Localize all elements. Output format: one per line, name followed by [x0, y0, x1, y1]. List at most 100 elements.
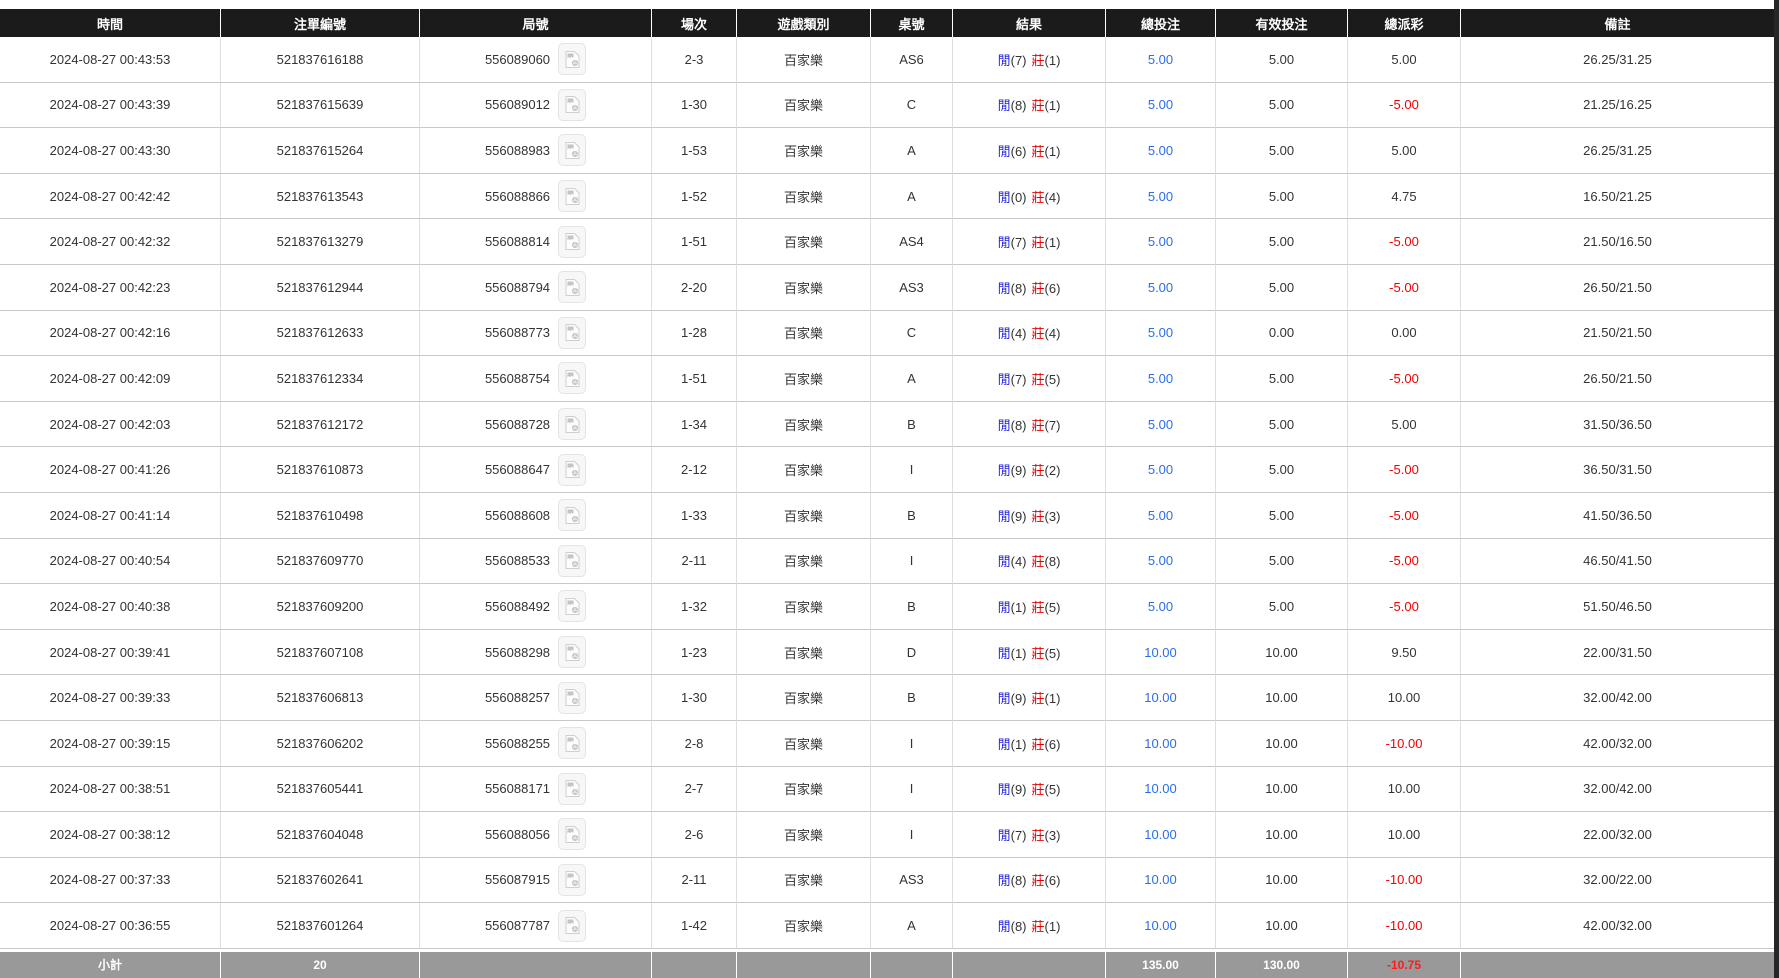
cell-bet-no: 521837606813	[221, 675, 420, 721]
cell-table-no: B	[871, 675, 953, 721]
bet-record-row: 2024-08-27 00:43:39 521837615639 5560890…	[0, 82, 1774, 129]
cell-session: 1-53	[652, 128, 737, 174]
cell-round-no: 556088814	[420, 219, 652, 265]
round-no-text: 556088171	[484, 781, 551, 797]
summary-empty-cell	[737, 948, 871, 978]
cell-session: 1-32	[652, 584, 737, 630]
player-points: (1)	[1010, 599, 1027, 615]
player-points: (8)	[1010, 417, 1027, 433]
round-video-replay-icon[interactable]	[558, 453, 587, 486]
round-video-replay-icon[interactable]	[558, 909, 587, 942]
cell-total-bet[interactable]: 5.00	[1106, 538, 1216, 585]
cell-total-bet[interactable]: 10.00	[1106, 857, 1216, 904]
round-video-replay-icon[interactable]	[558, 180, 587, 213]
player-label: 閒	[997, 280, 1011, 296]
banker-points: (1)	[1044, 691, 1061, 707]
cell-total-bet[interactable]: 5.00	[1106, 128, 1216, 174]
round-video-replay-icon[interactable]	[558, 499, 587, 532]
cell-total-payout: -5.00	[1348, 538, 1461, 585]
cell-total-bet[interactable]: 10.00	[1106, 629, 1216, 676]
cell-game-type: 百家樂	[737, 675, 871, 721]
round-video-replay-icon[interactable]	[558, 88, 587, 121]
round-no-text: 556087915	[484, 872, 551, 888]
cell-round-no: 556088298	[420, 629, 652, 676]
cell-result: 閒(8) 莊(1)	[953, 903, 1106, 949]
cell-total-bet[interactable]: 10.00	[1106, 766, 1216, 813]
banker-points: (1)	[1044, 919, 1061, 935]
col-header-total-bet: 總投注	[1106, 9, 1216, 37]
cell-result: 閒(9) 莊(1)	[953, 675, 1106, 721]
cell-round-no: 556088257	[420, 675, 652, 721]
round-video-replay-icon[interactable]	[558, 818, 587, 851]
cell-total-bet[interactable]: 10.00	[1106, 720, 1216, 767]
round-no-text: 556088794	[484, 279, 551, 295]
cell-total-bet[interactable]: 5.00	[1106, 37, 1216, 83]
cell-round-no: 556088533	[420, 538, 652, 585]
cell-valid-bet: 10.00	[1216, 857, 1348, 904]
cell-session: 2-12	[652, 447, 737, 493]
round-video-replay-icon[interactable]	[558, 590, 587, 623]
col-header-remark: 備註	[1461, 9, 1774, 37]
round-video-replay-icon[interactable]	[558, 408, 587, 441]
cell-game-type: 百家樂	[737, 356, 871, 402]
round-video-replay-icon[interactable]	[558, 271, 587, 304]
round-video-replay-icon[interactable]	[558, 727, 587, 760]
cell-valid-bet: 10.00	[1216, 675, 1348, 721]
cell-table-no: I	[871, 720, 953, 767]
cell-total-bet[interactable]: 5.00	[1106, 82, 1216, 129]
cell-total-bet[interactable]: 5.00	[1106, 264, 1216, 311]
cell-remark: 31.50/36.50	[1461, 401, 1774, 448]
player-points: (4)	[1010, 554, 1027, 570]
col-header-table-no: 桌號	[871, 9, 953, 37]
banker-points: (6)	[1044, 873, 1061, 889]
round-video-replay-icon[interactable]	[558, 681, 587, 714]
cell-total-bet[interactable]: 5.00	[1106, 401, 1216, 448]
round-video-replay-icon[interactable]	[558, 316, 587, 349]
cell-total-bet[interactable]: 5.00	[1106, 492, 1216, 539]
bet-record-row: 2024-08-27 00:39:15 521837606202 5560882…	[0, 720, 1774, 767]
player-points: (9)	[1010, 782, 1027, 798]
round-video-replay-icon[interactable]	[558, 863, 587, 896]
banker-points: (1)	[1044, 98, 1061, 114]
cell-result: 閒(7) 莊(3)	[953, 812, 1106, 858]
cell-total-bet[interactable]: 10.00	[1106, 675, 1216, 721]
banker-points: (5)	[1044, 782, 1061, 798]
cell-total-bet[interactable]: 5.00	[1106, 447, 1216, 493]
bet-record-row: 2024-08-27 00:37:33 521837602641 5560879…	[0, 857, 1774, 904]
cell-total-bet[interactable]: 5.00	[1106, 584, 1216, 630]
cell-session: 1-51	[652, 219, 737, 265]
cell-total-bet[interactable]: 10.00	[1106, 812, 1216, 858]
round-no-text: 556088773	[484, 325, 551, 341]
round-video-replay-icon[interactable]	[558, 362, 587, 395]
round-video-replay-icon[interactable]	[558, 544, 587, 577]
cell-total-bet[interactable]: 5.00	[1106, 310, 1216, 357]
round-video-replay-icon[interactable]	[558, 134, 587, 167]
player-points: (7)	[1010, 371, 1027, 387]
cell-game-type: 百家樂	[737, 766, 871, 813]
cell-total-bet[interactable]: 5.00	[1106, 356, 1216, 402]
col-header-game-type: 遊戲類別	[737, 9, 871, 37]
player-points: (1)	[1010, 736, 1027, 752]
cell-remark: 21.50/16.50	[1461, 219, 1774, 265]
banker-points: (1)	[1044, 52, 1061, 68]
cell-time: 2024-08-27 00:39:15	[0, 720, 221, 767]
cell-table-no: AS6	[871, 37, 953, 83]
cell-table-no: AS4	[871, 219, 953, 265]
cell-remark: 26.50/21.50	[1461, 356, 1774, 402]
round-video-replay-icon[interactable]	[558, 772, 587, 805]
summary-empty-cell	[1461, 948, 1774, 978]
cell-table-no: C	[871, 82, 953, 129]
cell-total-bet[interactable]: 5.00	[1106, 219, 1216, 265]
cell-time: 2024-08-27 00:40:54	[0, 538, 221, 585]
cell-table-no: AS3	[871, 264, 953, 311]
banker-label: 莊	[1031, 554, 1045, 570]
round-video-replay-icon[interactable]	[558, 636, 587, 669]
cell-valid-bet: 10.00	[1216, 812, 1348, 858]
cell-total-bet[interactable]: 5.00	[1106, 173, 1216, 220]
round-video-replay-icon[interactable]	[558, 43, 587, 76]
cell-total-bet[interactable]: 10.00	[1106, 903, 1216, 949]
player-label: 閒	[997, 371, 1011, 387]
round-video-replay-icon[interactable]	[558, 225, 587, 258]
cell-session: 1-42	[652, 903, 737, 949]
cell-round-no: 556089012	[420, 82, 652, 129]
